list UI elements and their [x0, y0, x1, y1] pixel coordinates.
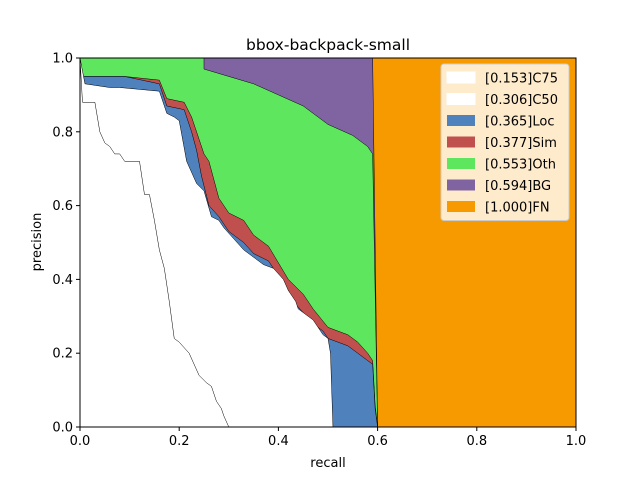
legend-label-0-594-bg: [0.594]BG: [485, 179, 551, 194]
x-tick-label: 0.6: [367, 434, 388, 449]
x-tick-label: 1.0: [566, 434, 587, 449]
legend-label-0-553-oth: [0.553]Oth: [485, 158, 556, 173]
legend-label-0-306-c50: [0.306]C50: [485, 93, 558, 108]
x-axis-label: recall: [310, 456, 345, 471]
x-tick-label: 0.0: [70, 434, 91, 449]
y-tick-label: 0.2: [52, 347, 73, 362]
legend-swatch-0-306-c50: [446, 93, 476, 105]
legend-swatch-1-000-fn: [447, 201, 475, 212]
legend-swatch-0-553-oth: [447, 158, 475, 169]
y-tick-label: 0.8: [52, 125, 73, 140]
y-tick-label: 0.4: [52, 273, 73, 288]
legend-swatch-0-377-sim: [447, 136, 475, 148]
legend-label-0-377-sim: [0.377]Sim: [485, 136, 557, 151]
legend-swatch-0-365-loc: [447, 115, 475, 126]
y-tick-label: 0.0: [52, 421, 73, 436]
y-tick-label: 1.0: [52, 52, 73, 67]
legend-label-1-000-fn: [1.000]FN: [485, 201, 550, 216]
chart-title: bbox-backpack-small: [246, 36, 410, 54]
area-0-153-c75: [79, 57, 230, 428]
x-tick-label: 0.8: [466, 434, 487, 449]
x-tick-label: 0.4: [268, 434, 289, 449]
legend-swatch-0-594-bg: [447, 179, 475, 191]
y-axis: 0.0 0.2 0.4 0.6 0.8 1.0: [52, 52, 80, 436]
y-tick-label: 0.6: [52, 199, 73, 214]
legend-swatch-0-153-c75: [446, 71, 476, 84]
area-layers: [79, 57, 577, 428]
legend-label-0-365-loc: [0.365]Loc: [485, 115, 554, 130]
legend-label-0-153-c75: [0.153]C75: [485, 72, 558, 87]
legend: [0.153]C75 [0.306]C50 [0.365]Loc [0.377]Sim…: [440, 63, 570, 221]
x-axis: 0.0 0.2 0.4 0.6 0.8 1.0: [70, 427, 587, 449]
plot-frame: [79, 57, 577, 428]
y-axis-label: precision: [30, 213, 45, 272]
x-tick-label: 0.2: [169, 434, 190, 449]
